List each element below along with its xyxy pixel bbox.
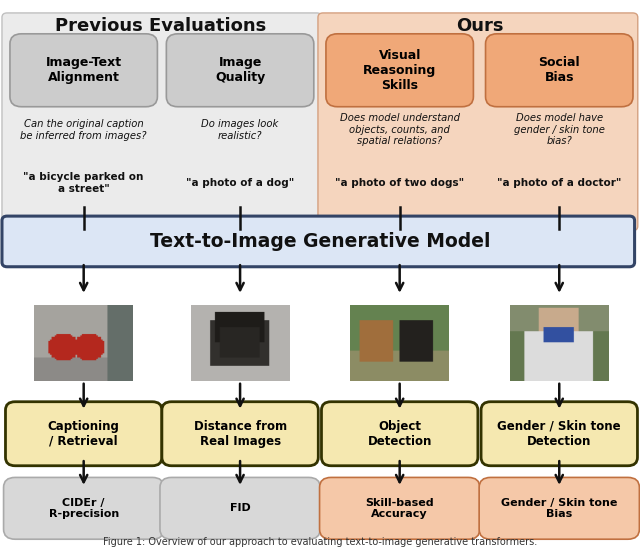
Text: Figure 1: Overview of our approach to evaluating text-to-image generative transf: Figure 1: Overview of our approach to ev… [103,537,537,547]
FancyBboxPatch shape [160,478,320,539]
Text: Captioning
/ Retrieval: Captioning / Retrieval [48,420,120,448]
Text: Skill-based
Accuracy: Skill-based Accuracy [365,498,434,519]
Text: Image
Quality: Image Quality [215,56,265,84]
Text: Distance from
Real Images: Distance from Real Images [193,420,287,448]
Text: "a photo of a dog": "a photo of a dog" [186,178,294,188]
FancyBboxPatch shape [2,13,322,230]
FancyBboxPatch shape [2,216,635,267]
FancyBboxPatch shape [166,34,314,107]
Text: Does model have
gender / skin tone
bias?: Does model have gender / skin tone bias? [514,113,605,146]
FancyBboxPatch shape [319,478,480,539]
Text: Visual
Reasoning
Skills: Visual Reasoning Skills [363,49,436,92]
Text: Gender / Skin tone
Detection: Gender / Skin tone Detection [497,420,621,448]
FancyBboxPatch shape [4,478,164,539]
Text: Previous Evaluations: Previous Evaluations [54,17,266,35]
Text: Social
Bias: Social Bias [538,56,580,84]
Text: Can the original caption
be inferred from images?: Can the original caption be inferred fro… [20,119,147,141]
FancyBboxPatch shape [318,13,638,230]
Text: Does model understand
objects, counts, and
spatial relations?: Does model understand objects, counts, a… [340,113,460,146]
FancyBboxPatch shape [326,34,474,107]
Text: Ours: Ours [456,17,503,35]
Text: CIDEr /
R-precision: CIDEr / R-precision [49,498,119,519]
Text: "a photo of a doctor": "a photo of a doctor" [497,178,621,188]
Text: Text-to-Image Generative Model: Text-to-Image Generative Model [150,232,490,251]
Text: Gender / Skin tone
Bias: Gender / Skin tone Bias [501,498,618,519]
FancyBboxPatch shape [162,402,318,466]
FancyBboxPatch shape [10,34,157,107]
FancyBboxPatch shape [479,478,639,539]
Text: "a photo of two dogs": "a photo of two dogs" [335,178,464,188]
FancyBboxPatch shape [481,402,637,466]
Text: Do images look
realistic?: Do images look realistic? [202,119,278,141]
FancyBboxPatch shape [321,402,478,466]
Text: Image-Text
Alignment: Image-Text Alignment [45,56,122,84]
FancyBboxPatch shape [486,34,633,107]
Text: "a bicycle parked on
a street": "a bicycle parked on a street" [24,172,144,194]
Text: Object
Detection: Object Detection [367,420,432,448]
FancyBboxPatch shape [6,402,162,466]
Text: FID: FID [230,503,250,513]
